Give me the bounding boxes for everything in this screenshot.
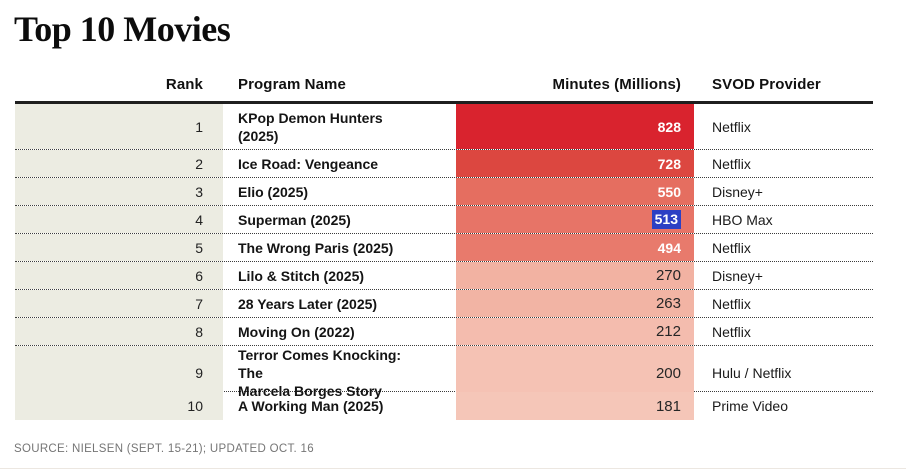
program-name-line: A Working Man (2025) bbox=[238, 398, 384, 414]
rank-cell: 9 bbox=[15, 346, 223, 400]
provider-cell: Netflix bbox=[712, 155, 751, 172]
provider-cell: Netflix bbox=[712, 295, 751, 312]
minutes-bar-cell: 494 bbox=[456, 234, 694, 261]
top-movies-table: Rank Program Name Minutes (Millions) SVO… bbox=[15, 76, 873, 420]
rank-cell: 3 bbox=[15, 178, 223, 205]
column-header-provider: SVOD Provider bbox=[712, 76, 821, 93]
minutes-bar-cell: 212 bbox=[456, 318, 694, 345]
program-name-cell: The Wrong Paris (2025) bbox=[223, 234, 456, 261]
column-header-rank: Rank bbox=[165, 76, 203, 93]
table-row: 6 Lilo & Stitch (2025) 270 Disney+ bbox=[15, 262, 873, 290]
rank-cell: 7 bbox=[15, 290, 223, 317]
rank-cell: 6 bbox=[15, 262, 223, 289]
minutes-bar-cell: 270 bbox=[456, 262, 694, 289]
table-row: 1 KPop Demon Hunters (2025) 828 Netflix bbox=[15, 104, 873, 150]
minutes-bar-cell: 728 bbox=[456, 150, 694, 177]
table-header-row: Rank Program Name Minutes (Millions) SVO… bbox=[15, 76, 873, 104]
table-row: 2 Ice Road: Vengeance 728 Netflix bbox=[15, 150, 873, 178]
selected-value-highlight: 513 bbox=[651, 210, 681, 229]
program-name-line: Marcela Borges Story bbox=[238, 383, 382, 399]
program-name-cell: Terror Comes Knocking: The Marcela Borges… bbox=[223, 346, 456, 400]
program-name-line: Ice Road: Vengeance bbox=[238, 155, 379, 172]
provider-cell: Netflix bbox=[712, 239, 751, 256]
provider-cell: HBO Max bbox=[712, 211, 773, 228]
rank-cell: 1 bbox=[15, 104, 223, 149]
program-name-line: Terror Comes Knocking: The bbox=[238, 347, 402, 381]
bottom-divider bbox=[0, 468, 906, 469]
program-name-line: The Wrong Paris (2025) bbox=[238, 239, 394, 256]
program-name-line: Moving On (2022) bbox=[238, 323, 355, 340]
table-row: 7 28 Years Later (2025) 263 Netflix bbox=[15, 290, 873, 318]
minutes-bar-cell: 181 bbox=[456, 392, 694, 420]
source-note: SOURCE: NIELSEN (SEPT. 15-21); UPDATED O… bbox=[14, 443, 314, 455]
program-name-cell: Superman (2025) bbox=[223, 206, 456, 233]
rank-cell: 5 bbox=[15, 234, 223, 261]
program-name-cell: Ice Road: Vengeance bbox=[223, 150, 456, 177]
program-name-cell: Elio (2025) bbox=[223, 178, 456, 205]
program-name-cell: Moving On (2022) bbox=[223, 318, 456, 345]
provider-cell: Prime Video bbox=[712, 398, 789, 414]
program-name-line: KPop Demon Hunters bbox=[238, 109, 383, 126]
provider-cell: Netflix bbox=[712, 323, 751, 340]
provider-cell: Disney+ bbox=[712, 183, 763, 200]
rank-cell: 4 bbox=[15, 206, 223, 233]
table-row: 10 A Working Man (2025) 181 Prime Video bbox=[15, 392, 873, 420]
minutes-bar-cell: 550 bbox=[456, 178, 694, 205]
table-row: 3 Elio (2025) 550 Disney+ bbox=[15, 178, 873, 206]
page-title: Top 10 Movies bbox=[14, 9, 231, 49]
provider-cell: Hulu / Netflix bbox=[712, 365, 792, 381]
minutes-bar-cell: 200 bbox=[456, 346, 694, 400]
table-row: 5 The Wrong Paris (2025) 494 Netflix bbox=[15, 234, 873, 262]
program-name-line: Elio (2025) bbox=[238, 183, 309, 200]
rank-cell: 10 bbox=[15, 392, 223, 420]
minutes-bar-cell: 828 bbox=[456, 104, 694, 149]
rank-cell: 2 bbox=[15, 150, 223, 177]
minutes-bar-cell: 513 bbox=[456, 206, 694, 233]
program-name-cell: Lilo & Stitch (2025) bbox=[223, 262, 456, 289]
column-header-minutes: Minutes (Millions) bbox=[552, 76, 681, 93]
column-header-program: Program Name bbox=[238, 76, 346, 93]
program-name-cell: A Working Man (2025) bbox=[223, 392, 456, 420]
program-name-line: Lilo & Stitch (2025) bbox=[238, 267, 365, 284]
provider-cell: Netflix bbox=[712, 118, 751, 135]
provider-cell: Disney+ bbox=[712, 267, 763, 284]
rank-cell: 8 bbox=[15, 318, 223, 345]
program-name-line: Superman (2025) bbox=[238, 211, 351, 228]
minutes-bar-cell: 263 bbox=[456, 290, 694, 317]
program-name-line: 28 Years Later (2025) bbox=[238, 295, 378, 312]
table-row: 4 Superman (2025) 513 HBO Max bbox=[15, 206, 873, 234]
table-body: 1 KPop Demon Hunters (2025) 828 Netflix 2… bbox=[15, 104, 873, 420]
program-name-cell: KPop Demon Hunters (2025) bbox=[223, 104, 456, 149]
table-row: 8 Moving On (2022) 212 Netflix bbox=[15, 318, 873, 346]
program-name-cell: 28 Years Later (2025) bbox=[223, 290, 456, 317]
program-name-line: (2025) bbox=[238, 127, 279, 144]
table-row: 9 Terror Comes Knocking: The Marcela Borg… bbox=[15, 346, 873, 400]
